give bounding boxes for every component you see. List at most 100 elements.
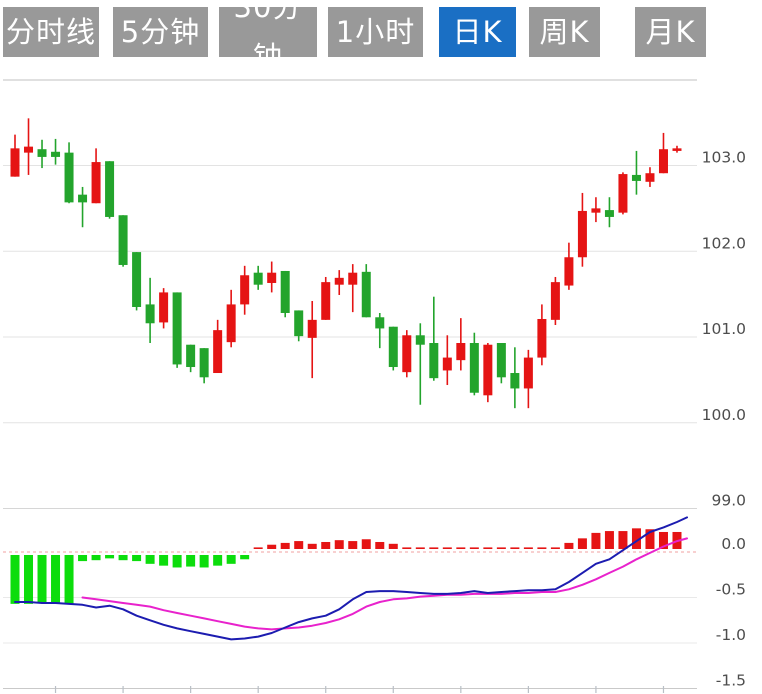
macd-histogram-bar: [429, 547, 439, 549]
macd-histogram-bar: [118, 555, 128, 561]
period-tab-bar: 分时线 5分钟 30分钟 1小时 日K 周K 月K: [0, 0, 762, 74]
macd-histogram-bar: [91, 555, 101, 561]
candle-body: [442, 357, 452, 371]
macd-histogram-bar: [280, 542, 290, 549]
candle-body: [172, 292, 182, 365]
candle-body: [307, 319, 317, 338]
candle-body: [348, 272, 358, 285]
macd-histogram-bar: [253, 547, 263, 549]
macd-histogram-bar: [51, 555, 61, 604]
axis-label: -0.5: [716, 581, 746, 599]
candle-body: [159, 292, 169, 323]
macd-histogram-bar: [10, 555, 20, 604]
dea-line: [81, 537, 688, 631]
macd-histogram-bar: [415, 547, 425, 549]
candle-body: [213, 330, 223, 374]
macd-histogram-bar: [564, 542, 574, 549]
macd-histogram-bar: [321, 541, 331, 549]
candle-body: [91, 162, 101, 204]
candle-body: [591, 208, 601, 213]
dif-line: [14, 516, 688, 641]
tab-5min[interactable]: 5分钟: [113, 7, 208, 57]
candle-body: [321, 282, 331, 320]
candle-body: [672, 148, 682, 151]
tab-weekly-k[interactable]: 周K: [529, 7, 600, 57]
candle-body: [658, 149, 668, 174]
axis-label: -1.5: [716, 672, 746, 690]
axis-label: 0.0: [721, 535, 746, 553]
macd-histogram-bar: [240, 555, 250, 560]
macd-histogram-bar: [483, 547, 493, 549]
candle-body: [375, 317, 385, 329]
macd-histogram-bar: [145, 555, 155, 564]
macd-histogram-bar: [442, 547, 452, 549]
candle-body: [240, 275, 250, 305]
candle-body: [469, 343, 479, 393]
macd-histogram-bar: [294, 541, 304, 549]
candle-body: [118, 215, 128, 265]
candle-body: [132, 252, 142, 307]
candle-body: [37, 149, 47, 157]
candle-body: [577, 210, 587, 258]
candle-body: [496, 343, 506, 378]
macd-histogram-bar: [496, 547, 506, 549]
macd-histogram-bar: [24, 555, 34, 604]
candle-body: [550, 282, 560, 320]
axis-label: -1.0: [716, 626, 746, 644]
macd-histogram-bar: [37, 555, 47, 603]
candle-body: [361, 271, 371, 318]
candle-body: [78, 194, 88, 203]
candle-body: [10, 148, 20, 177]
candle-body: [24, 146, 34, 153]
macd-histogram-bar: [658, 531, 668, 549]
macd-histogram-bar: [577, 538, 587, 549]
candle-body: [226, 304, 236, 343]
macd-histogram-bar: [456, 547, 466, 549]
macd-histogram-bar: [469, 547, 479, 549]
axis-label: 99.0: [711, 492, 746, 510]
macd-histogram-bar: [334, 540, 344, 549]
macd-histogram-bar: [645, 529, 655, 549]
tab-1hour[interactable]: 1小时: [328, 7, 423, 57]
macd-histogram-bar: [267, 544, 277, 549]
tab-timeline[interactable]: 分时线: [3, 7, 99, 57]
axis-label: 101.0: [702, 320, 746, 338]
macd-histogram-bar: [510, 547, 520, 549]
macd-histogram-bar: [375, 541, 385, 549]
macd-histogram-bar: [631, 528, 641, 549]
candle-body: [510, 373, 520, 389]
candle-body: [294, 310, 304, 337]
tab-monthly-k[interactable]: 月K: [635, 7, 706, 57]
macd-histogram-bar: [523, 547, 533, 549]
candle-body: [388, 326, 398, 368]
candle-body: [564, 257, 574, 286]
candle-body: [415, 335, 425, 345]
candle-body: [483, 344, 493, 396]
macd-histogram-bar: [361, 539, 371, 549]
macd-histogram-bar: [348, 541, 358, 549]
macd-histogram-bar: [402, 547, 412, 549]
tab-30min[interactable]: 30分钟: [219, 0, 317, 74]
tab-daily-k[interactable]: 日K: [439, 7, 516, 57]
candle-body: [267, 272, 277, 283]
macd-histogram-bar: [213, 555, 223, 566]
macd-histogram-bar: [199, 555, 209, 568]
candle-body: [280, 270, 290, 313]
macd-histogram-bar: [591, 532, 601, 549]
macd-histogram-bar: [172, 555, 182, 568]
macd-histogram-bar: [105, 555, 115, 559]
candle-body: [402, 335, 412, 373]
candle-body: [537, 318, 547, 358]
candle-body: [105, 161, 115, 217]
axis-label: 102.0: [702, 234, 746, 252]
candle-body: [456, 343, 466, 361]
macd-histogram-bar: [550, 547, 560, 549]
macd-histogram-bar: [604, 531, 614, 549]
macd-histogram-bar: [78, 555, 88, 562]
macd-histogram-bar: [388, 543, 398, 549]
macd-histogram-bar: [537, 547, 547, 549]
candle-body: [618, 174, 628, 213]
macd-histogram-bar: [132, 555, 142, 562]
